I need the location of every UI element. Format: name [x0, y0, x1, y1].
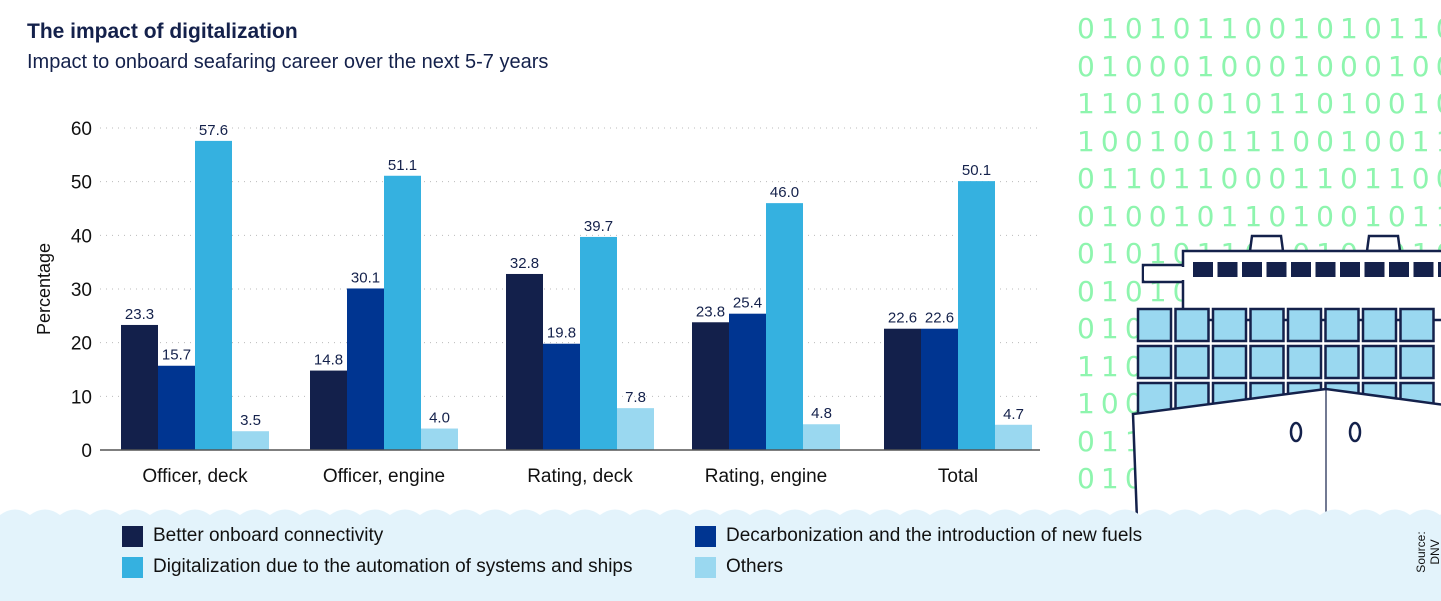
- y-axis-label: Percentage: [34, 243, 54, 335]
- y-tick-label: 60: [71, 119, 92, 140]
- y-tick-label: 20: [71, 334, 92, 355]
- bar: [121, 324, 158, 450]
- data-label: 15.7: [162, 347, 191, 364]
- y-tick-label: 0: [81, 441, 92, 462]
- data-label: 7.8: [625, 389, 646, 406]
- x-tick-label: Rating, deck: [527, 466, 633, 487]
- data-label: 50.1: [962, 162, 991, 179]
- bar: [310, 370, 347, 450]
- bar: [543, 343, 580, 450]
- data-label: 39.7: [584, 218, 613, 235]
- chart-subtitle: Impact to onboard seafaring career over …: [27, 51, 549, 73]
- bar-chart: 0 10 20 30 40 50 60 Percentage 23.3 15.7 57.6 3.5 Of…: [34, 119, 1040, 487]
- legend-swatch: [695, 525, 716, 547]
- data-label: 4.7: [1003, 406, 1024, 423]
- legend-swatch: [695, 556, 716, 578]
- data-label: 22.6: [888, 310, 917, 327]
- data-label: 51.1: [388, 157, 417, 174]
- data-label: 4.0: [429, 410, 450, 427]
- legend-swatch: [122, 525, 143, 547]
- legend-item: Decarbonization and the introduction of …: [695, 525, 1142, 547]
- bar: [506, 273, 543, 450]
- container-ship-icon: [1131, 234, 1441, 522]
- data-label: 14.8: [314, 352, 343, 369]
- y-tick-label: 50: [71, 173, 92, 194]
- bar: [884, 328, 921, 450]
- legend-item: Better onboard connectivity: [122, 525, 383, 547]
- y-tick-label: 40: [71, 226, 92, 247]
- x-tick-label: Rating, engine: [705, 466, 828, 487]
- data-label: 19.8: [547, 325, 576, 342]
- bar: [617, 408, 654, 450]
- data-label: 22.6: [925, 310, 954, 327]
- data-label: 3.5: [240, 412, 261, 429]
- data-label: 25.4: [733, 295, 762, 312]
- y-tick-label: 10: [71, 387, 92, 408]
- legend-label: Others: [726, 556, 784, 577]
- bar: [158, 365, 195, 450]
- legend-swatch: [122, 556, 143, 578]
- bar: [766, 203, 803, 450]
- source-note: Source: DNV: [1414, 531, 1441, 573]
- data-label: 57.6: [199, 122, 228, 139]
- bar: [729, 313, 766, 450]
- x-tick-label: Total: [938, 466, 978, 487]
- legend-item: Digitalization due to the automation of …: [122, 556, 633, 578]
- bar: [580, 236, 617, 450]
- data-label: 23.8: [696, 303, 725, 320]
- water-wave-band: [0, 509, 1441, 601]
- legend-label: Better onboard connectivity: [153, 525, 384, 546]
- bar: [692, 322, 729, 450]
- data-label: 30.1: [351, 269, 380, 286]
- bar: [803, 424, 840, 450]
- bar: [958, 181, 995, 450]
- data-label: 32.8: [510, 255, 539, 272]
- legend-label: Decarbonization and the introduction of …: [726, 525, 1143, 546]
- bar: [421, 428, 458, 450]
- bar: [232, 431, 269, 450]
- bar: [384, 175, 421, 450]
- bar: [995, 424, 1032, 450]
- legend-item: Others: [695, 556, 783, 578]
- chart-title: The impact of digitalization: [27, 20, 298, 43]
- data-label: 23.3: [125, 306, 154, 323]
- legend-label: Digitalization due to the automation of …: [153, 556, 633, 577]
- data-label: 46.0: [770, 184, 799, 201]
- bar: [921, 328, 958, 450]
- x-tick-label: Officer, deck: [142, 466, 248, 487]
- bar: [347, 288, 384, 450]
- y-tick-label: 30: [71, 280, 92, 301]
- data-label: 4.8: [811, 405, 832, 422]
- bar: [195, 140, 232, 450]
- x-tick-label: Officer, engine: [323, 466, 445, 487]
